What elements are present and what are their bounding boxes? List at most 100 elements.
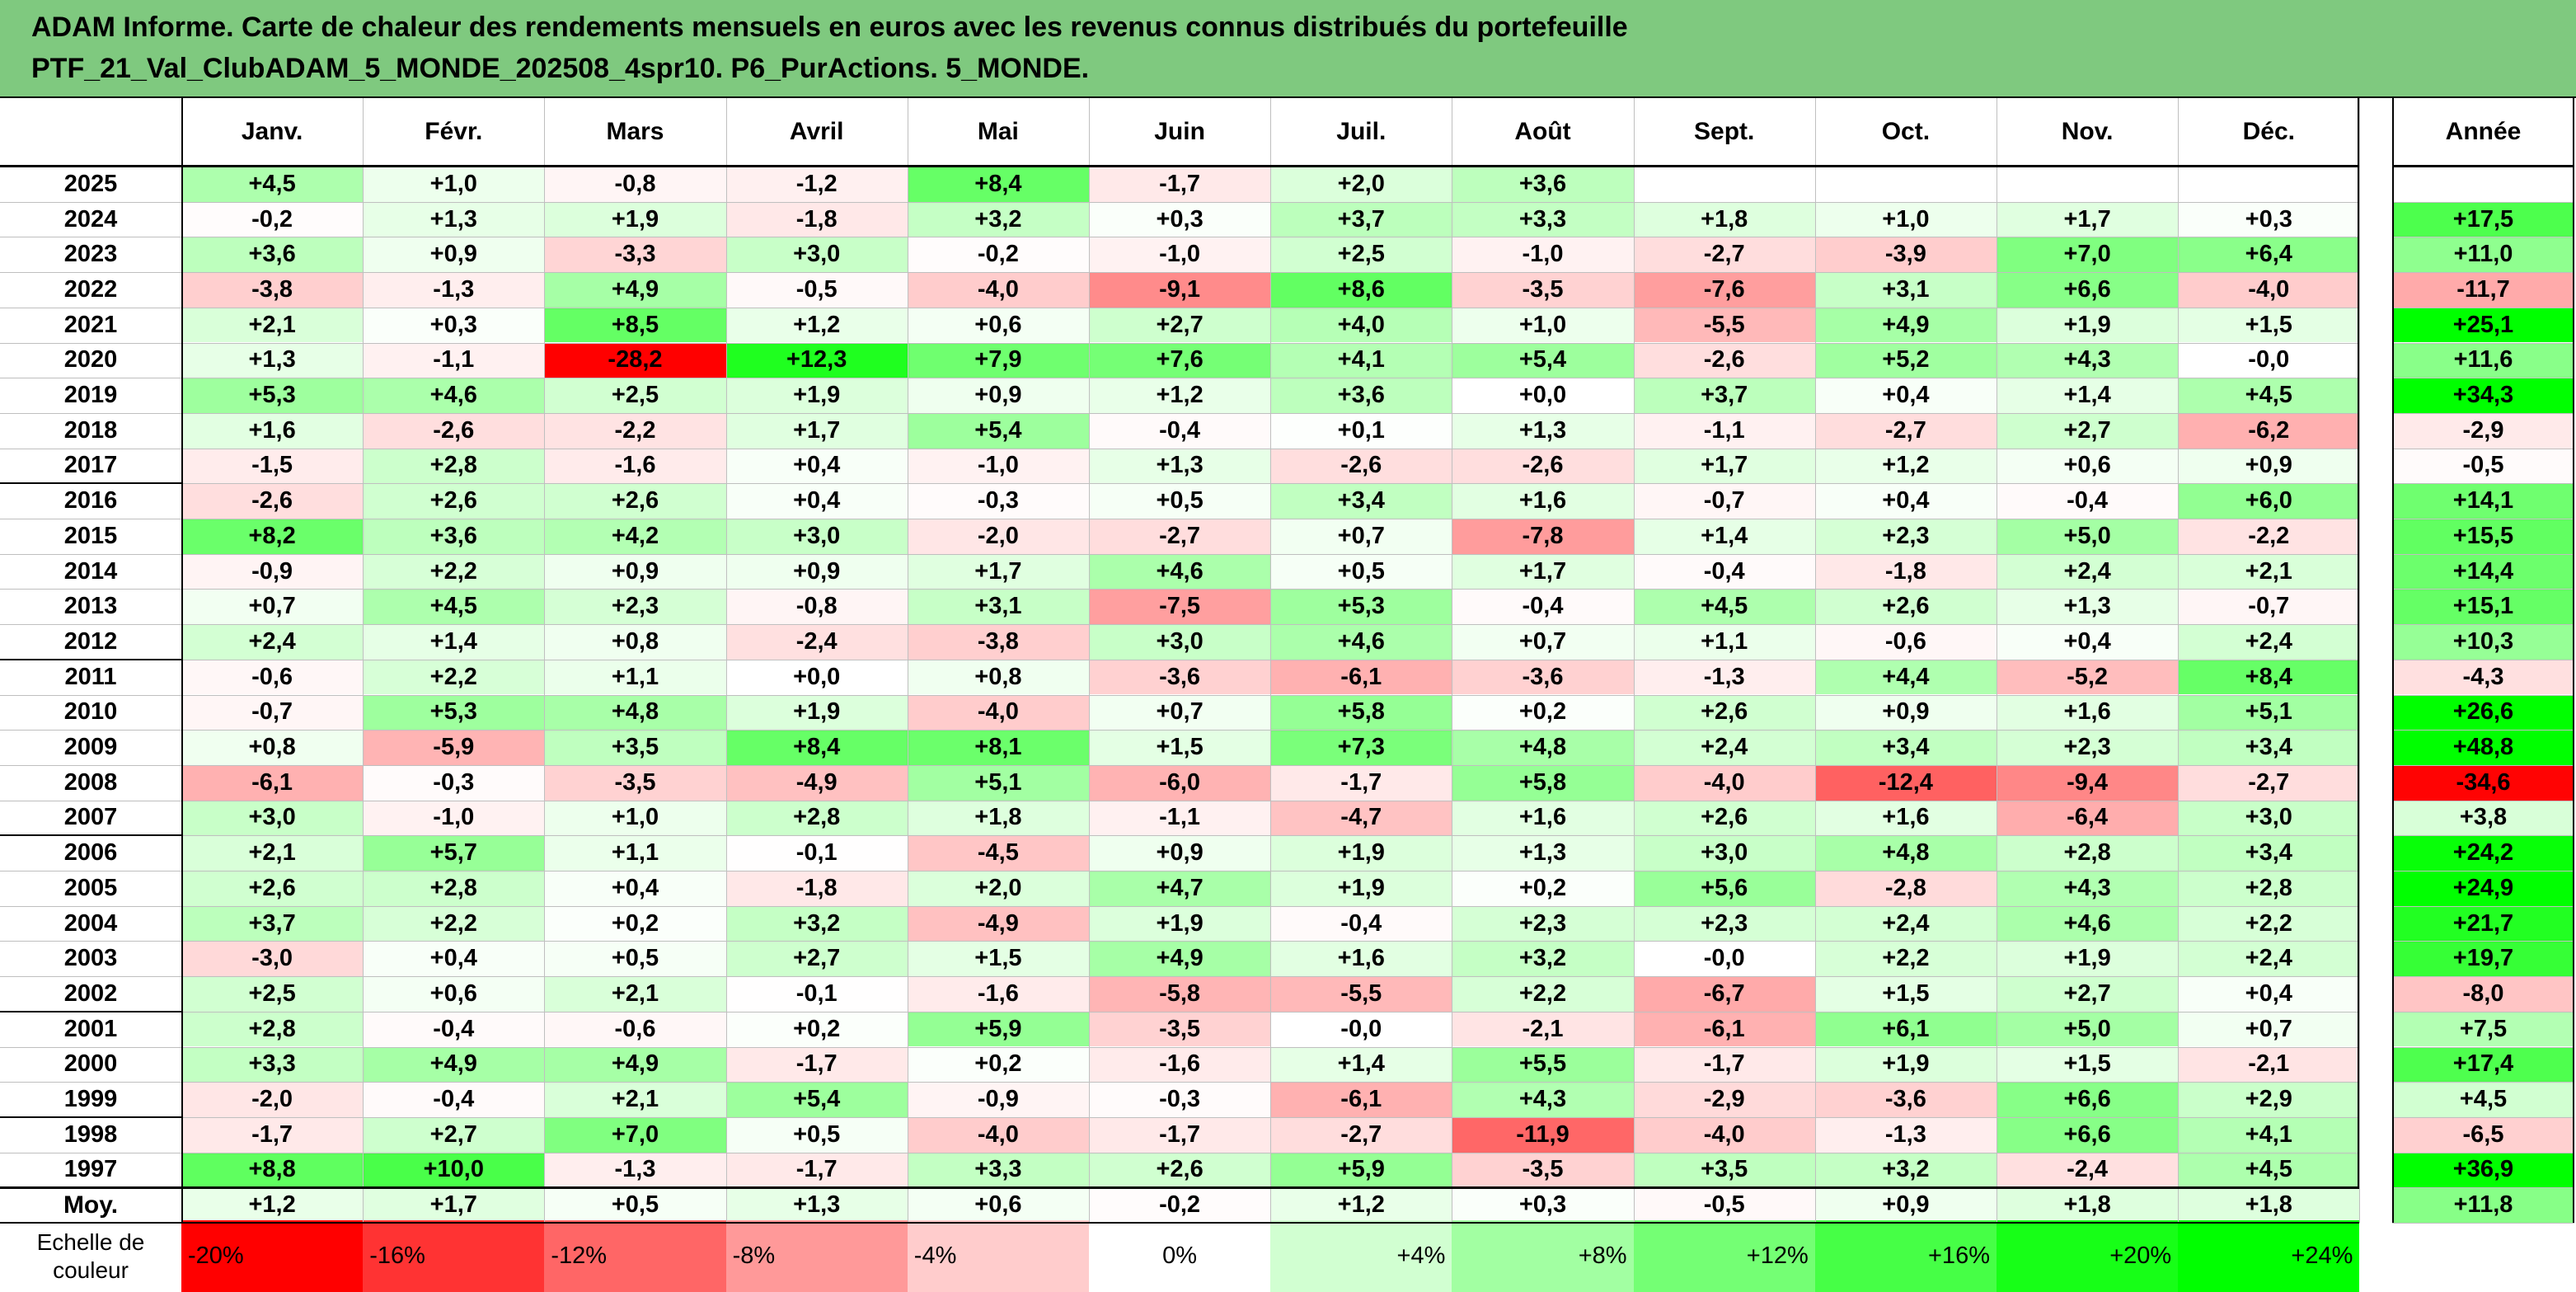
- heatmap-cell: -1,1: [1633, 412, 1815, 449]
- heatmap-cell: -0,2: [181, 201, 364, 237]
- heatmap-cell: +2,3: [1814, 519, 1997, 554]
- color-scale-swatch: +12%: [1633, 1220, 1815, 1292]
- row-gridline: [0, 201, 2358, 203]
- row-gridline: [0, 694, 2358, 696]
- heatmap-cell: +3,7: [1633, 378, 1815, 413]
- heatmap-cell: +3,1: [1814, 272, 1997, 308]
- heatmap-cell: +1,1: [544, 659, 726, 695]
- heatmap-cell: +1,7: [1997, 201, 2179, 237]
- heatmap-cell: +4,6: [1997, 905, 2179, 942]
- heatmap-cell: +2,3: [1452, 905, 1634, 942]
- heatmap-cell: +1,9: [1997, 307, 2179, 343]
- heatmap-cell: +1,3: [1089, 448, 1271, 484]
- heatmap-cell: +2,4: [1814, 905, 1997, 942]
- heatmap-cell: -2,6: [1270, 448, 1452, 484]
- heatmap-cell: +1,0: [544, 800, 726, 836]
- year-label: 2008: [0, 764, 181, 801]
- heatmap-cell: +0,0: [725, 659, 908, 695]
- row-gridline: [2392, 835, 2574, 837]
- heatmap-cell: -4,0: [907, 694, 1089, 731]
- col-gridline: [1089, 96, 1090, 1223]
- row-gridline: [0, 589, 2358, 590]
- color-scale-title-line-1: Echelle de: [36, 1229, 145, 1255]
- color-scale-swatch: -20%: [181, 1220, 364, 1292]
- heatmap-cell: +0,8: [181, 730, 364, 765]
- year-label: 2022: [0, 272, 181, 308]
- heatmap-cell: +2,6: [181, 871, 364, 906]
- heatmap-cell: +1,8: [907, 800, 1089, 836]
- year-separator: [0, 482, 181, 485]
- heatmap-cell: +3,3: [907, 1152, 1089, 1188]
- month-header-6: Juin: [1089, 96, 1271, 167]
- heatmap-cell: +4,6: [363, 378, 545, 413]
- year-label: 2017: [0, 448, 181, 484]
- heatmap-cell: +1,5: [1089, 730, 1271, 765]
- heatmap-cell: +1,9: [1814, 1046, 1997, 1083]
- heatmap-cell: +1,4: [1997, 378, 2179, 413]
- heatmap-cell: -1,3: [363, 272, 545, 308]
- heatmap-cell: +5,9: [1270, 1152, 1452, 1188]
- heatmap-cell: -1,3: [544, 1152, 726, 1188]
- heatmap-cell: +7,9: [907, 342, 1089, 378]
- year-label: 1998: [0, 1116, 181, 1153]
- heatmap-cell: -6,2: [2178, 412, 2360, 449]
- heatmap-cell: +2,8: [181, 1011, 364, 1047]
- heatmap-cell: +0,8: [544, 624, 726, 660]
- heatmap-cell: -0,0: [1633, 941, 1815, 977]
- heatmap-cell: +4,1: [1270, 342, 1452, 378]
- heatmap-cell: +3,0: [1089, 624, 1271, 660]
- average-annual-cell: +11,8: [2392, 1187, 2574, 1223]
- annual-cell: +25,1: [2392, 307, 2574, 343]
- heatmap-cell: +4,3: [1452, 1082, 1634, 1117]
- heatmap-cell: +0,3: [363, 307, 545, 343]
- heatmap-cell: +2,5: [181, 976, 364, 1012]
- heatmap-cell: +4,8: [544, 694, 726, 731]
- year-label: 2023: [0, 237, 181, 273]
- heatmap-cell: -1,8: [725, 871, 908, 906]
- heatmap-cell: +1,9: [725, 694, 908, 731]
- heatmap-cell: -1,7: [1089, 1116, 1271, 1153]
- heatmap-cell: -7,5: [1089, 589, 1271, 625]
- heatmap-cell: +5,4: [1452, 342, 1634, 378]
- color-scale-title: Echelle de couleur: [0, 1220, 181, 1292]
- heatmap-cell: +4,8: [1452, 730, 1634, 765]
- year-separator: [0, 1116, 181, 1118]
- heatmap-cell: +2,2: [363, 905, 545, 942]
- annual-cell: +36,9: [2392, 1152, 2574, 1188]
- heatmap-cell: +1,8: [1633, 201, 1815, 237]
- heatmap-cell: +0,8: [907, 659, 1089, 695]
- month-header-8: Août: [1452, 96, 1634, 167]
- annual-cell: +10,3: [2392, 624, 2574, 660]
- heatmap-cell: +7,0: [1997, 237, 2179, 273]
- heatmap-cell: -1,1: [1089, 800, 1271, 836]
- heatmap-cell: -5,2: [1997, 659, 2179, 695]
- heatmap-cell: -1,7: [725, 1046, 908, 1083]
- heatmap-cell: +0,2: [1452, 694, 1634, 731]
- heatmap-cell: +1,1: [544, 835, 726, 871]
- heatmap-cell: +2,1: [544, 976, 726, 1012]
- heatmap-cell: +1,6: [1452, 483, 1634, 519]
- heatmap-cell: +1,1: [1633, 624, 1815, 660]
- annual-cell: +7,5: [2392, 1011, 2574, 1047]
- heatmap-cell: -3,6: [1814, 1082, 1997, 1117]
- heatmap-cell: +2,7: [363, 1116, 545, 1153]
- heatmap-cell: -1,2: [725, 167, 908, 202]
- heatmap-cell: -4,0: [1633, 764, 1815, 801]
- heatmap-cell: +0,6: [1997, 448, 2179, 484]
- heatmap-cell: -0,4: [1633, 553, 1815, 590]
- heatmap-cell: +0,7: [2178, 1011, 2360, 1047]
- heatmap-cell: +4,3: [1997, 871, 2179, 906]
- heatmap-cell: +5,0: [1997, 1011, 2179, 1047]
- heatmap-cell: +8,4: [725, 730, 908, 765]
- heatmap-cell: -3,5: [1452, 1152, 1634, 1188]
- heatmap-cell: -0,4: [363, 1011, 545, 1047]
- average-cell: +1,8: [1997, 1187, 2179, 1223]
- heatmap-cell: -6,1: [181, 764, 364, 801]
- heatmap-cell: +6,6: [1997, 1116, 2179, 1153]
- heatmap-cell: -1,0: [363, 800, 545, 836]
- annual-cell: +4,5: [2392, 1082, 2574, 1117]
- heatmap-cell: -28,2: [544, 342, 726, 378]
- heatmap-cell: +4,9: [544, 1046, 726, 1083]
- average-cell: +0,6: [907, 1187, 1089, 1223]
- heatmap-cell: -3,8: [907, 624, 1089, 660]
